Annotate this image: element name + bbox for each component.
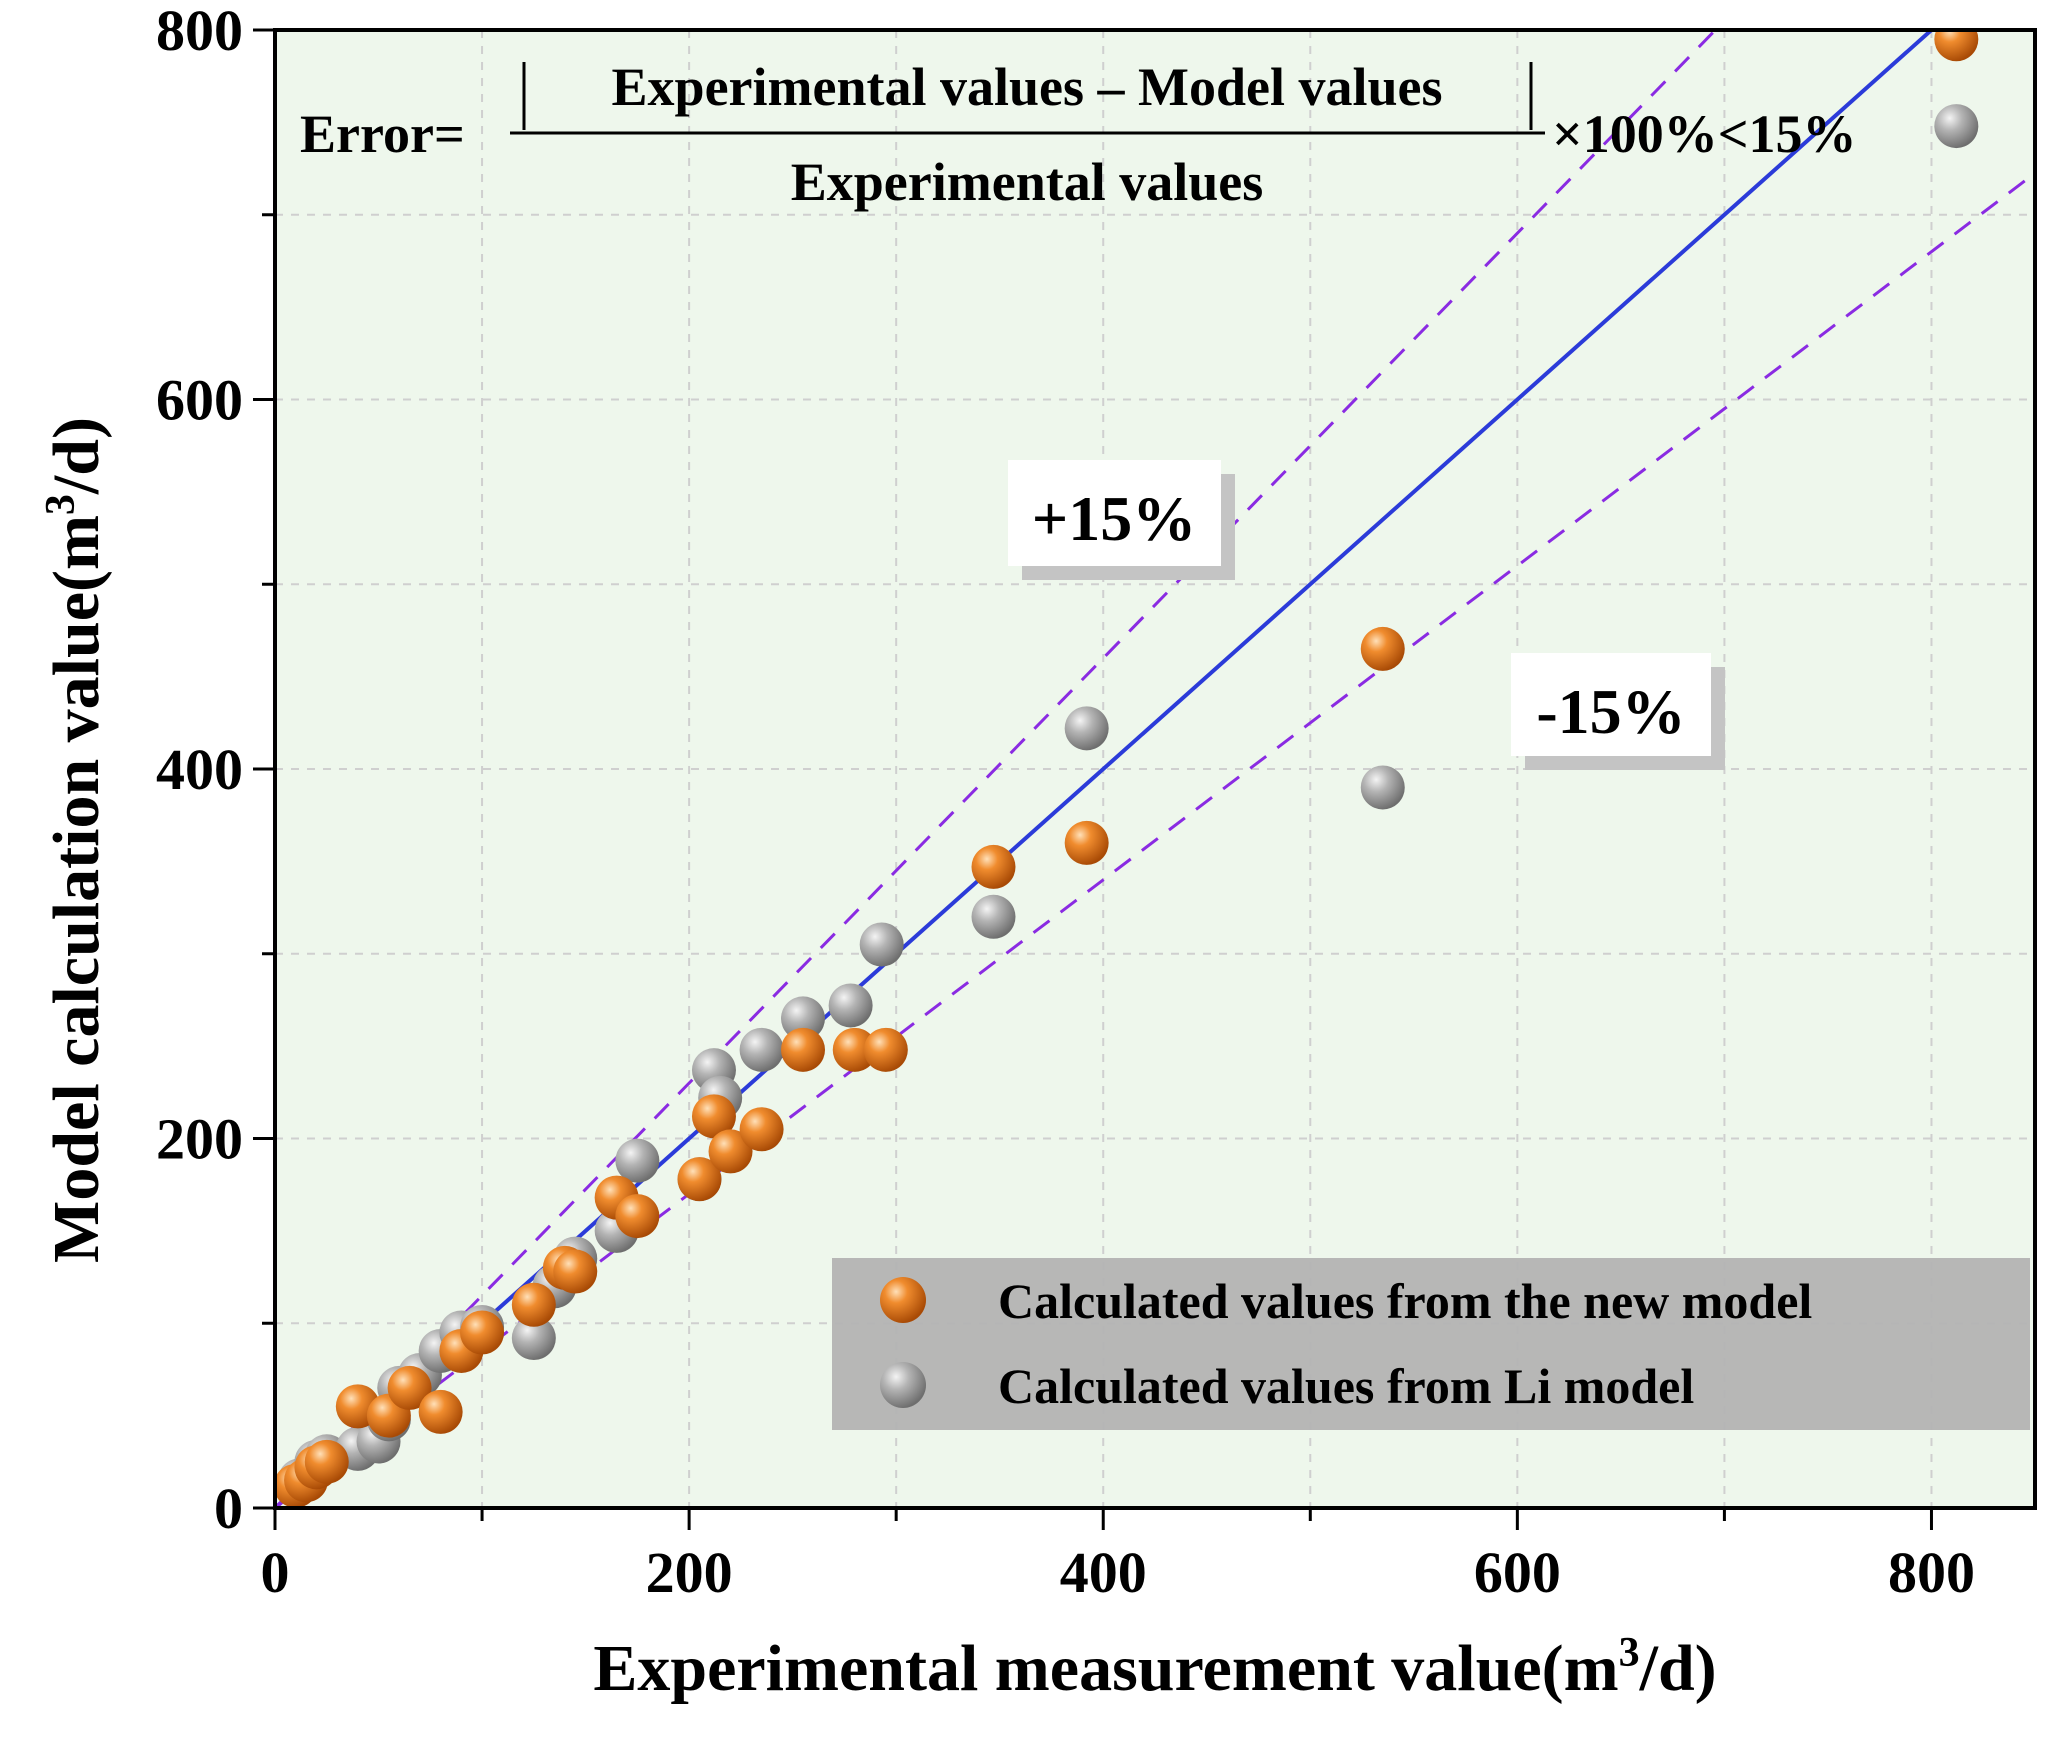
point-li-model xyxy=(739,1027,784,1072)
point-new-model xyxy=(304,1439,349,1484)
point-new-model xyxy=(387,1365,432,1410)
plus-band-text: +15% xyxy=(1032,483,1196,554)
legend-box xyxy=(832,1258,2030,1430)
x-tick-label: 0 xyxy=(261,1540,290,1605)
formula-rhs: ×100%<15% xyxy=(1552,104,1857,164)
x-axis-title-tail: /d) xyxy=(1639,1632,1717,1705)
point-new-model xyxy=(708,1129,753,1174)
y-axis: 0 200 400 600 800 xyxy=(156,0,275,1541)
point-new-model xyxy=(1934,30,1979,62)
point-li-model xyxy=(859,922,904,967)
point-new-model xyxy=(677,1157,722,1202)
point-new-model xyxy=(739,1107,784,1152)
point-new-model xyxy=(691,1094,736,1139)
error-formula: Error= Experimental values – Model value… xyxy=(300,57,1857,212)
x-axis-title: Experimental measurement value(m3/d) xyxy=(593,1630,1716,1705)
point-new-model xyxy=(553,1249,598,1294)
point-new-model xyxy=(832,1027,877,1072)
y-tick-label: 200 xyxy=(156,1107,243,1172)
x-tick-label: 600 xyxy=(1474,1540,1561,1605)
legend-label-li-model: Calculated values from Li model xyxy=(998,1358,1694,1414)
minus-band-box xyxy=(1511,653,1711,756)
y-tick-label: 400 xyxy=(156,737,243,802)
y-axis-title-main: Model calculation value(m xyxy=(40,515,113,1263)
legend-label-new-model: Calculated values from the new model xyxy=(998,1273,1812,1329)
reference-line-plus-15 xyxy=(275,30,1718,1508)
point-li-model xyxy=(828,983,873,1028)
x-axis-title-sup: 3 xyxy=(1619,1630,1640,1676)
x-tick-label: 800 xyxy=(1888,1540,1975,1605)
x-tick-label: 400 xyxy=(1060,1540,1147,1605)
x-axis-title-main: Experimental measurement value(m xyxy=(593,1632,1618,1705)
point-new-model xyxy=(971,844,1016,889)
y-tick-label: 800 xyxy=(156,0,243,63)
point-li-model xyxy=(1064,706,1109,751)
x-tick-label: 200 xyxy=(646,1540,733,1605)
y-axis-title: Model calculation value(m3/d) xyxy=(38,417,113,1263)
point-new-model xyxy=(418,1389,463,1434)
formula-denominator: Experimental values xyxy=(791,152,1263,212)
plus-band-label: +15% xyxy=(1008,460,1235,580)
point-new-model xyxy=(511,1282,556,1327)
y-tick-label: 600 xyxy=(156,368,243,433)
minus-band-text: -15% xyxy=(1536,676,1685,747)
formula-numerator: Experimental values – Model values xyxy=(612,57,1443,117)
point-new-model xyxy=(1360,626,1405,671)
point-li-model xyxy=(1360,765,1405,810)
point-li-model xyxy=(1934,104,1979,149)
point-li-model xyxy=(615,1138,660,1183)
legend-marker-new-model xyxy=(880,1277,926,1323)
legend: Calculated values from the new model Cal… xyxy=(832,1258,2030,1430)
y-axis-title-sup: 3 xyxy=(38,494,84,515)
point-new-model xyxy=(863,1027,908,1072)
y-tick-label: 0 xyxy=(214,1476,243,1541)
plus-band-box xyxy=(1008,460,1221,566)
point-li-model xyxy=(511,1316,556,1361)
point-new-model xyxy=(781,1027,825,1072)
point-new-model xyxy=(1064,820,1109,865)
y-axis-title-tail: /d) xyxy=(40,417,113,495)
data-points xyxy=(275,30,1979,1508)
x-axis: 0 200 400 600 800 xyxy=(261,1508,1975,1605)
point-new-model xyxy=(460,1310,505,1355)
point-li-model xyxy=(781,996,825,1041)
minus-band-label: -15% xyxy=(1511,653,1725,770)
point-new-model xyxy=(615,1194,660,1239)
legend-marker-li-model xyxy=(880,1362,926,1408)
point-li-model xyxy=(971,894,1016,939)
formula-lhs: Error= xyxy=(300,104,465,164)
